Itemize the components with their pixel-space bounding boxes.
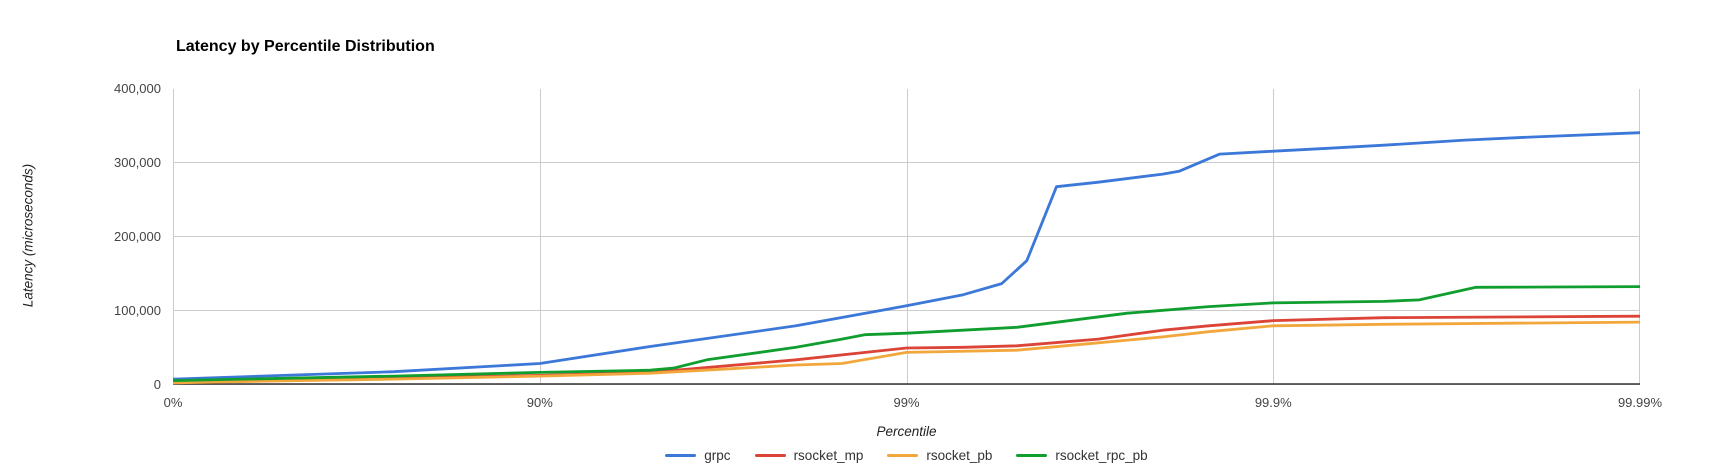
chart-title: Latency by Percentile Distribution bbox=[176, 38, 435, 55]
x-tick-label: 99.99% bbox=[1617, 395, 1663, 410]
y-axis-title: Latency (microseconds) bbox=[20, 163, 36, 308]
plot-area bbox=[173, 89, 1640, 385]
legend-swatch-rsocket_pb bbox=[887, 454, 919, 457]
y-tick-label: 400,000 bbox=[114, 81, 161, 96]
legend-label: rsocket_mp bbox=[793, 448, 864, 463]
series-line-rsocket_rpc_pb bbox=[173, 285, 1640, 383]
y-tick-label: 0 bbox=[153, 377, 161, 392]
legend: grpc rsocket_mp rsocket_pb rsocket_rpc_pb bbox=[173, 448, 1640, 463]
legend-label: rsocket_pb bbox=[926, 448, 993, 463]
legend-item-grpc: grpc bbox=[665, 448, 731, 463]
series-line-rsocket_pb bbox=[173, 320, 1640, 385]
legend-label: grpc bbox=[704, 448, 731, 463]
legend-item-rsocket_pb: rsocket_pb bbox=[887, 448, 992, 463]
x-tick-label: 0% bbox=[163, 395, 183, 410]
legend-label: rsocket_rpc_pb bbox=[1055, 448, 1148, 463]
x-axis-title: Percentile bbox=[876, 424, 937, 439]
y-tick-label: 200,000 bbox=[114, 229, 161, 244]
legend-swatch-rsocket_mp bbox=[754, 454, 786, 457]
legend-swatch-rsocket_rpc_pb bbox=[1016, 454, 1048, 457]
y-tick-label: 300,000 bbox=[114, 155, 161, 170]
x-tick-label: 99% bbox=[893, 395, 920, 410]
x-tick-label: 90% bbox=[526, 395, 553, 410]
x-tick-label: 99.9% bbox=[1254, 395, 1292, 410]
y-tick-label: 100,000 bbox=[114, 303, 161, 318]
legend-item-rsocket_rpc_pb: rsocket_rpc_pb bbox=[1016, 448, 1148, 463]
series-line-grpc bbox=[173, 131, 1640, 381]
legend-swatch-grpc bbox=[665, 454, 697, 457]
legend-item-rsocket_mp: rsocket_mp bbox=[754, 448, 864, 463]
